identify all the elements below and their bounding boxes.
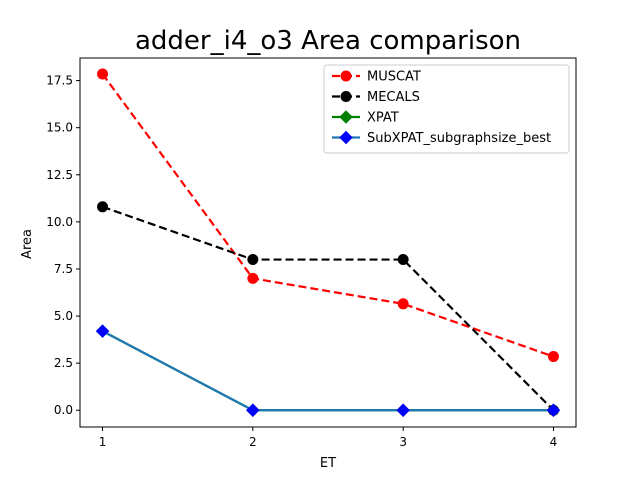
x-axis-ticks: 1 2 3 4 [99,427,558,449]
legend-marker [340,70,352,82]
series-muscat [97,68,559,363]
y-tick-label: 10.0 [46,215,73,229]
data-point [547,351,559,363]
data-point [246,403,260,417]
data-point [396,403,410,417]
y-tick-label: 2.5 [54,356,73,370]
data-point [397,298,409,310]
y-tick-label: 12.5 [46,168,73,182]
legend-label: SubXPAT_subgraphsize_best [367,131,551,146]
legend-label: MECALS [367,90,420,105]
legend-label: XPAT [367,111,399,126]
data-point [247,254,259,266]
y-axis-ticks: 0.0 2.5 5.0 7.5 10.0 12.5 15.0 17.5 [46,74,80,417]
data-point [97,68,109,80]
y-tick-label: 0.0 [54,403,73,417]
legend-item: MECALS [332,90,420,105]
legend-box [323,64,570,154]
series-line [101,73,554,358]
legend-marker [339,130,353,145]
legend-marker [340,91,352,102]
x-tick-label: 2 [249,435,257,449]
data-point [95,324,110,338]
y-tick-label: 17.5 [46,74,73,88]
y-axis-label: Area [20,229,35,259]
x-tick-label: 1 [99,435,107,449]
data-point [97,201,109,213]
series-layer [95,68,561,417]
legend: MUSCAT MECALS XPAT SubXPAT_subgraphsize_bes… [323,64,570,154]
legend-marker [339,110,353,124]
legend-item: MUSCAT [332,70,421,85]
series-subxpat-subgraphsize-best [95,324,561,417]
legend-item: XPAT [332,110,399,126]
y-tick-label: 5.0 [54,309,73,323]
series-line [102,205,555,412]
data-point [397,254,409,266]
legend-item: SubXPAT_subgraphsize_best [332,130,551,146]
series-line [102,330,554,412]
legend-label: MUSCAT [367,70,421,85]
data-point [546,403,561,417]
data-point [247,272,259,284]
chart-title: adder_i4_o3 Area comparison [135,26,521,56]
x-tick-label: 4 [550,435,558,449]
y-tick-label: 7.5 [54,262,73,276]
x-axis-label: ET [320,456,336,471]
y-tick-label: 15.0 [46,121,73,135]
x-tick-label: 3 [399,435,407,449]
